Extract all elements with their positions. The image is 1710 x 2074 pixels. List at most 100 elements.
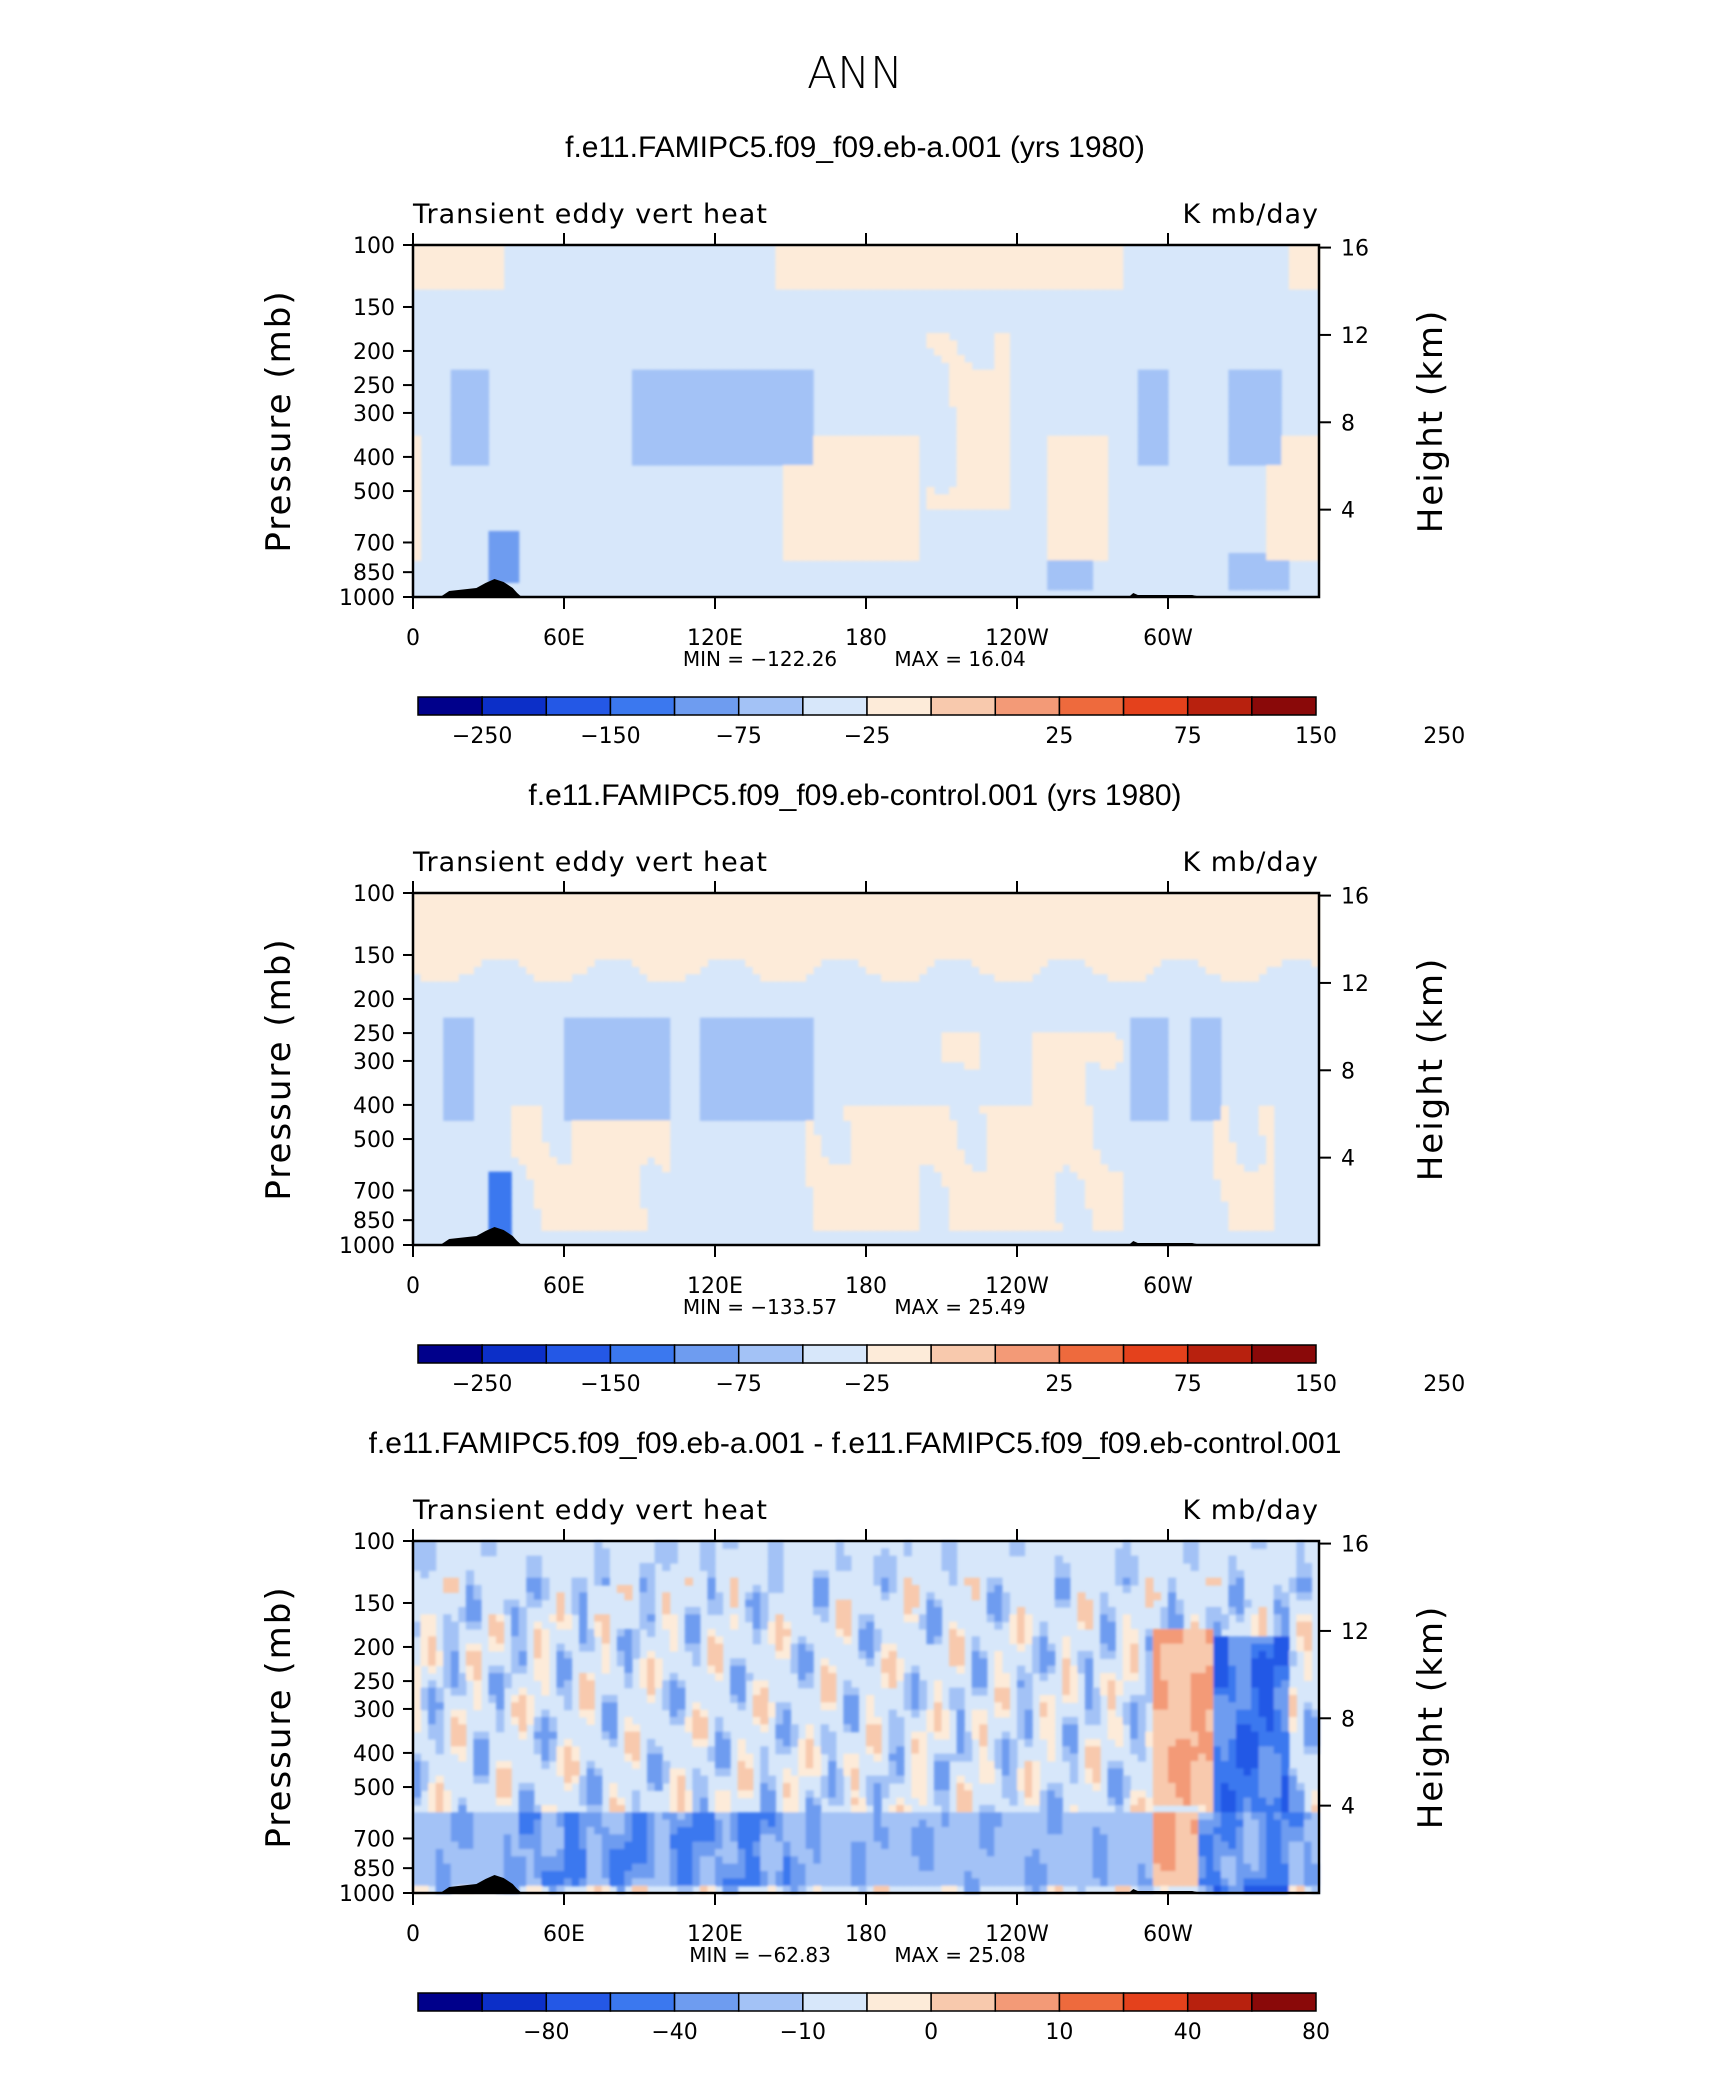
- heatmap-cell: [1243, 900, 1252, 909]
- heatmap-cell: [1077, 900, 1086, 909]
- heatmap-cell: [775, 900, 784, 909]
- heatmap-cell: [1047, 1208, 1056, 1217]
- heatmap-cell: [526, 1585, 535, 1593]
- heatmap-cell: [1205, 1039, 1214, 1048]
- heatmap-cell: [647, 959, 656, 967]
- heatmap-cell: [1235, 450, 1245, 459]
- heatmap-cell: [964, 399, 973, 407]
- heatmap-cell: [586, 1091, 595, 1099]
- heatmap-cell: [631, 1091, 641, 1099]
- heatmap-cell: [1251, 893, 1260, 901]
- heatmap-cell: [1288, 915, 1297, 923]
- heatmap-cell: [1069, 494, 1078, 503]
- heatmap-cell: [782, 553, 792, 561]
- heatmap-cell: [677, 944, 686, 953]
- heatmap-cell: [782, 487, 792, 495]
- heatmap-cell: [760, 457, 769, 466]
- heatmap-cell: [1235, 959, 1245, 967]
- heatmap-cell: [805, 893, 814, 901]
- heatmap-cell: [450, 1113, 459, 1121]
- heatmap-cell: [1303, 538, 1313, 547]
- heatmap-cell: [654, 1025, 663, 1033]
- heatmap-cell: [526, 959, 535, 967]
- heatmap-cell: [850, 538, 860, 547]
- heatmap-cell: [730, 893, 739, 901]
- heatmap-cell: [1160, 937, 1169, 945]
- heatmap-cell: [473, 900, 482, 909]
- heatmap-cell: [949, 1054, 958, 1063]
- heatmap-cell: [458, 281, 467, 290]
- heatmap-cell: [843, 929, 852, 938]
- heatmap-cell: [571, 959, 580, 967]
- heatmap-cell: [428, 959, 437, 967]
- heatmap-cell: [888, 1113, 897, 1121]
- heatmap-cell: [737, 944, 746, 953]
- heatmap-cell: [835, 545, 844, 554]
- heatmap-cell: [745, 915, 754, 923]
- heatmap-cell: [866, 1164, 875, 1173]
- heatmap-cell: [979, 900, 988, 909]
- heatmap-cell: [994, 435, 1003, 444]
- heatmap-cell: [1258, 428, 1267, 437]
- heatmap-cell: [1001, 1142, 1011, 1151]
- heatmap-cell: [1100, 1047, 1109, 1055]
- y-tick-label: 200: [353, 340, 395, 365]
- heatmap-cell: [911, 538, 920, 547]
- heatmap-cell: [556, 966, 565, 975]
- heatmap-cell: [1281, 560, 1290, 569]
- heatmap-cell: [722, 450, 731, 459]
- heatmap-cell: [443, 1039, 452, 1048]
- heatmap-cell: [443, 951, 452, 960]
- heatmap-cell: [1190, 1054, 1199, 1063]
- heatmap-cell: [1258, 915, 1267, 923]
- heatmap-cell: [820, 1215, 829, 1224]
- heatmap-cell: [1228, 1555, 1237, 1564]
- heatmap-cell: [586, 1105, 595, 1114]
- colorbar-swatch: [417, 696, 483, 716]
- heatmap-cell: [888, 435, 897, 444]
- heatmap-cell: [707, 384, 716, 393]
- heatmap-cell: [1190, 1091, 1199, 1099]
- heatmap-cell: [458, 457, 467, 466]
- heatmap-cell: [548, 1186, 558, 1195]
- heatmap-cell: [1024, 966, 1033, 975]
- heatmap-cell: [1100, 1208, 1109, 1217]
- heatmap-cell: [488, 245, 497, 253]
- heatmap-cell: [760, 421, 769, 429]
- heatmap-cell: [1303, 929, 1313, 938]
- variable-label: Transient eddy vert heat: [412, 847, 768, 878]
- heatmap-cell: [903, 893, 912, 901]
- heatmap-cell: [533, 1577, 542, 1586]
- heatmap-cell: [782, 494, 792, 503]
- heatmap-cell: [896, 1201, 905, 1209]
- heatmap-cell: [428, 951, 437, 960]
- heatmap-cell: [1017, 944, 1026, 953]
- heatmap-cell: [933, 259, 943, 268]
- heatmap-cell: [971, 907, 980, 916]
- heatmap-cell: [956, 929, 965, 938]
- heatmap-cell: [1084, 245, 1094, 253]
- heatmap-cell: [631, 1215, 641, 1224]
- heatmap-cell: [1160, 900, 1169, 909]
- heatmap-cell: [730, 1025, 739, 1033]
- heatmap-cell: [677, 435, 686, 444]
- heatmap-cell: [1100, 907, 1109, 916]
- heatmap-cell: [458, 1039, 467, 1048]
- heatmap-cell: [541, 1157, 550, 1165]
- heatmap-cell: [805, 428, 814, 437]
- heatmap-cell: [730, 922, 739, 931]
- heatmap-cell: [752, 1592, 761, 1601]
- heatmap-cell: [1001, 355, 1011, 363]
- heatmap-cell: [1054, 1105, 1063, 1114]
- heatmap-cell: [1069, 1098, 1078, 1107]
- heatmap-cell: [1288, 509, 1297, 517]
- heatmap-cell: [820, 252, 829, 261]
- heatmap-cell: [1107, 267, 1116, 275]
- heatmap-cell: [767, 1076, 776, 1085]
- heatmap-cell: [579, 900, 588, 909]
- heatmap-cell: [873, 944, 882, 953]
- heatmap-cell: [1024, 252, 1033, 261]
- heatmap-cell: [820, 457, 829, 466]
- y-right-tick-label: 8: [1341, 1059, 1355, 1084]
- heatmap-cell: [647, 1091, 656, 1099]
